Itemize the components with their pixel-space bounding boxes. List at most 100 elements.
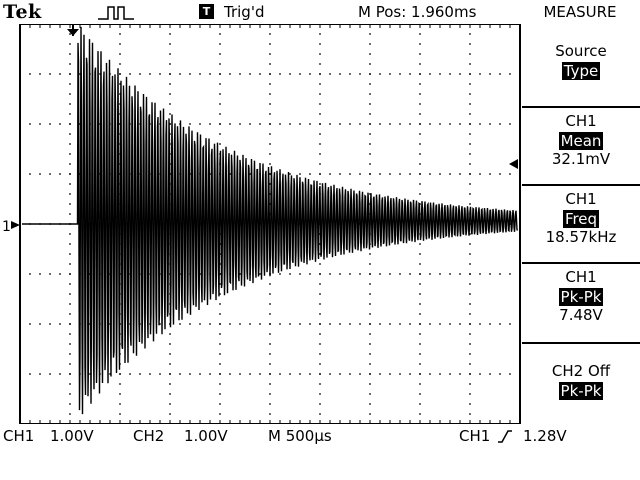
grid-dot: [469, 283, 471, 285]
menu-ch1-mean-button[interactable]: CH1 Mean 32.1mV: [522, 106, 640, 186]
grid-dot: [119, 53, 121, 55]
grid-dot: [169, 43, 171, 45]
grid-dot: [69, 73, 71, 75]
grid-dot: [439, 123, 441, 125]
grid-dot: [319, 73, 321, 75]
grid-dot: [419, 173, 421, 175]
grid-dot: [479, 373, 481, 375]
grid-dot: [269, 123, 271, 125]
grid-dot: [369, 153, 371, 155]
grid-dot: [469, 123, 471, 125]
grid-dot: [219, 283, 221, 285]
grid-dot: [219, 293, 221, 295]
grid-dot: [369, 53, 371, 55]
grid-dot: [269, 73, 271, 75]
grid-dot: [269, 63, 271, 65]
right-arrow-icon: [11, 221, 20, 229]
grid-dot: [469, 333, 471, 335]
grid-dot: [369, 293, 371, 295]
grid-dot: [69, 283, 71, 285]
grid-dot: [269, 203, 271, 205]
grid-dot: [219, 73, 221, 75]
grid-dot: [349, 373, 351, 375]
down-arrow-icon: [67, 24, 79, 36]
grid-dot: [69, 333, 71, 335]
grid-dot: [289, 123, 291, 125]
grid-dot: [509, 73, 511, 75]
grid-dot: [49, 123, 51, 125]
menu-item-value: Pk-Pk: [558, 382, 604, 400]
grid-dot: [339, 123, 341, 125]
grid-dot: [469, 133, 471, 135]
grid-dot: [409, 173, 411, 175]
grid-dot: [169, 403, 171, 405]
grid-dot: [469, 63, 471, 65]
grid-dot: [269, 43, 271, 45]
grid-dot: [319, 393, 321, 395]
grid-dot: [489, 123, 491, 125]
grid-dot: [119, 73, 121, 75]
grid-dot: [499, 323, 501, 325]
grid-dot: [369, 63, 371, 65]
grid-dot: [69, 213, 71, 215]
grid-dot: [409, 323, 411, 325]
menu-source-type-button[interactable]: Source Type: [522, 24, 640, 106]
grid-dot: [289, 273, 291, 275]
trigger-level: 1.28V: [523, 427, 567, 445]
grid-dot: [509, 373, 511, 375]
grid-dot: [269, 303, 271, 305]
menu-ch2-pkpk-button[interactable]: CH2 Off Pk-Pk: [522, 342, 640, 426]
grid-dot: [389, 373, 391, 375]
grid-dot: [269, 193, 271, 195]
grid-dot: [269, 333, 271, 335]
main-position: M Pos: 1.960ms: [358, 3, 477, 21]
grid-dot: [79, 73, 81, 75]
menu-ch1-pkpk-button[interactable]: CH1 Pk-Pk 7.48V: [522, 262, 640, 344]
grid-dot: [269, 343, 271, 345]
grid-dot: [299, 123, 301, 125]
grid-dot: [169, 53, 171, 55]
grid-dot: [259, 373, 261, 375]
grid-dot: [469, 253, 471, 255]
grid-dot: [419, 363, 421, 365]
grid-dot: [219, 263, 221, 265]
grid-dot: [119, 33, 121, 35]
grid-dot: [329, 123, 331, 125]
grid-dot: [239, 373, 241, 375]
timebase: M 500µs: [268, 427, 332, 445]
grid-dot: [69, 183, 71, 185]
grid-dot: [189, 373, 191, 375]
grid-dot: [419, 33, 421, 35]
rising-edge-icon: [498, 430, 512, 443]
grid-dot: [469, 293, 471, 295]
grid-dot: [419, 83, 421, 85]
grid-dot: [439, 373, 441, 375]
ch1-ground-label: 1: [2, 219, 11, 235]
grid-dot: [369, 413, 371, 415]
menu-ch1-freq-button[interactable]: CH1 Freq 18.57kHz: [522, 184, 640, 264]
grid-dot: [169, 93, 171, 95]
grid-dot: [319, 103, 321, 105]
grid-dot: [459, 323, 461, 325]
grid-dot: [469, 273, 471, 275]
grid-dot: [269, 283, 271, 285]
grid-dot: [59, 323, 61, 325]
grid-dot: [239, 123, 241, 125]
grid-dot: [299, 73, 301, 75]
graticule: 1: [2, 24, 521, 424]
grid-dot: [129, 73, 131, 75]
menu-item-value: Pk-Pk: [558, 288, 604, 306]
grid-dot: [369, 313, 371, 315]
grid-dot: [69, 83, 71, 85]
grid-dot: [269, 413, 271, 415]
grid-dot: [379, 173, 381, 175]
grid-dot: [69, 153, 71, 155]
grid-dot: [469, 243, 471, 245]
grid-dot: [149, 73, 151, 75]
grid-dot: [319, 273, 321, 275]
grid-dot: [389, 73, 391, 75]
grid-dot: [59, 373, 61, 375]
grid-dot: [269, 173, 271, 175]
grid-dot: [429, 323, 431, 325]
grid-dot: [479, 173, 481, 175]
